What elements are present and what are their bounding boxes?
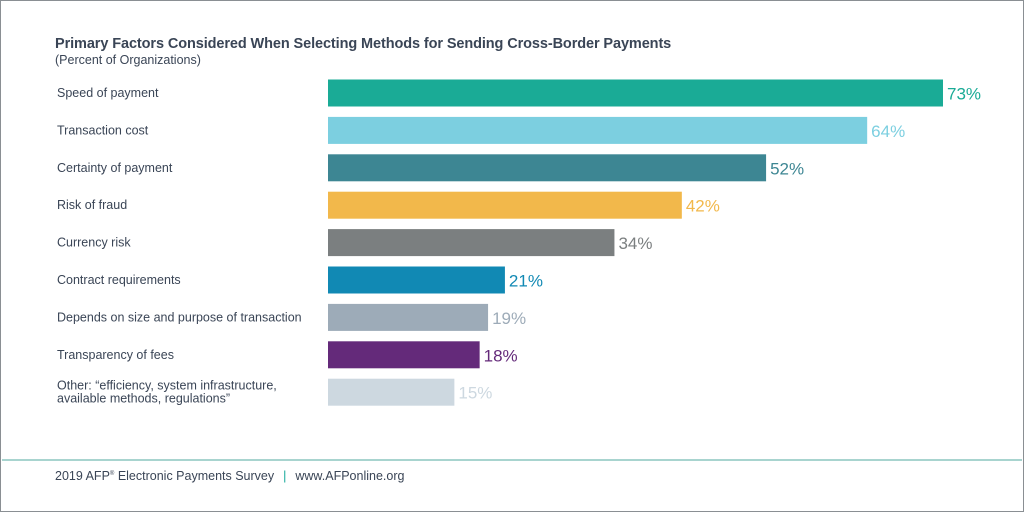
bar <box>328 116 868 144</box>
category-label: Depends on size and purpose of transacti… <box>57 310 302 324</box>
chart-title: Primary Factors Considered When Selectin… <box>55 36 672 52</box>
bar <box>328 154 767 182</box>
value-label: 34% <box>618 234 652 253</box>
category-label: Certainty of payment <box>57 161 173 175</box>
category-label: Transaction cost <box>57 123 149 137</box>
category-label: available methods, regulations” <box>57 392 230 406</box>
value-label: 15% <box>458 384 492 403</box>
footer-divider <box>2 459 1022 461</box>
bar <box>328 229 615 257</box>
bar <box>328 191 682 219</box>
bar <box>328 303 489 331</box>
category-label: Transparency of fees <box>57 348 174 362</box>
category-label: Other: “efficiency, system infrastructur… <box>57 379 277 393</box>
footer-separator: | <box>283 469 287 483</box>
bar <box>328 378 455 406</box>
value-label: 52% <box>770 159 804 178</box>
footer: 2019 AFP® Electronic Payments Survey | www… <box>55 469 404 483</box>
chart-subtitle: (Percent of Organizations) <box>55 53 201 67</box>
category-label: Currency risk <box>57 236 131 250</box>
bar <box>328 266 505 294</box>
value-label: 42% <box>686 197 720 216</box>
category-label: Contract requirements <box>57 273 181 287</box>
footer-survey-year: 2019 AFP <box>55 469 110 483</box>
category-label: Speed of payment <box>57 86 159 100</box>
bar <box>328 341 480 369</box>
registered-mark: ® <box>109 471 115 477</box>
bar <box>328 79 943 107</box>
value-label: 64% <box>871 122 905 141</box>
value-label: 73% <box>947 85 981 104</box>
category-label: Risk of fraud <box>57 198 127 212</box>
footer-website: www.AFPonline.org <box>295 469 405 483</box>
bar-chart: Speed of payment 73% Transaction cost 64% Ce… <box>57 79 981 406</box>
value-label: 21% <box>509 272 543 291</box>
value-label: 18% <box>484 346 518 365</box>
value-label: 19% <box>492 309 526 328</box>
footer-survey-name: Electronic Payments Survey <box>117 469 275 483</box>
